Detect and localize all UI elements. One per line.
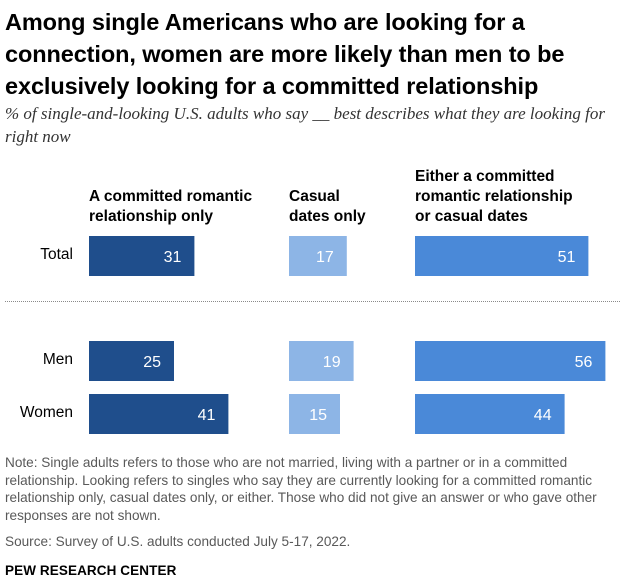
chart-subtitle: % of single-and-looking U.S. adults who … (5, 104, 605, 146)
value-label-casual-total: 17 (316, 249, 334, 266)
value-label-casual-women: 15 (309, 407, 327, 424)
column-header-casual: Casual dates only (289, 188, 366, 225)
row-label-women: Women (19, 404, 73, 421)
value-label-either-total: 51 (558, 249, 576, 266)
column-header-either: Either a committed romantic relationship… (415, 168, 573, 225)
bar-committed-men (89, 341, 174, 381)
chart-note: Note: Single adults refers to those who … (5, 455, 597, 523)
column-header-committed: A committed romantic relationship only (89, 188, 253, 225)
bar-casual-women (289, 394, 340, 434)
bar-committed-women (89, 394, 229, 434)
bar-casual-men (289, 341, 354, 381)
bar-casual-total (289, 236, 347, 276)
bar-either-men (415, 341, 606, 381)
value-label-either-women: 44 (534, 407, 552, 424)
chart-title: Among single Americans who are looking f… (5, 9, 565, 99)
bar-committed-total (89, 236, 195, 276)
value-label-casual-men: 19 (323, 354, 341, 371)
brand-name: PEW RESEARCH CENTER (5, 563, 177, 578)
group-divider (5, 301, 620, 302)
row-label-men: Men (42, 351, 73, 368)
chart-source: Source: Survey of U.S. adults conducted … (5, 534, 351, 549)
row-label-total: Total (40, 246, 73, 263)
bar-either-total (415, 236, 589, 276)
bar-either-women (415, 394, 565, 434)
value-label-committed-total: 31 (164, 249, 182, 266)
value-label-committed-women: 41 (198, 407, 216, 424)
value-label-either-men: 56 (575, 354, 593, 371)
value-label-committed-men: 25 (143, 354, 161, 371)
